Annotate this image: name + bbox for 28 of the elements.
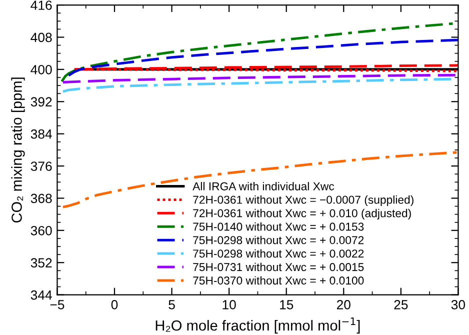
x-tick-label: 30	[451, 300, 466, 310]
legend-label: All IRGA with individual Xwc	[192, 182, 334, 190]
legend-label: 75H-0298 without Xwc = + 0.0022	[193, 249, 364, 258]
y-tick-label: 376	[30, 162, 52, 171]
x-tick-label: 25	[394, 300, 408, 310]
y-tick-label: 352	[30, 258, 52, 268]
y-tick-label: 384	[30, 129, 52, 139]
legend-label: 72H-0361 without Xwc = −0.0007 (supplied)	[193, 195, 414, 206]
x-tick-label: 15	[280, 300, 294, 310]
y-tick-label: 344	[30, 290, 52, 300]
y-tick-label: 360	[30, 226, 52, 236]
legend-label: 75H-0370 without Xwc = + 0.0100	[193, 276, 364, 285]
x-tick-label: 20	[336, 300, 350, 310]
x-axis-title: H₂O mole fraction [mmol mol$^{−1}$]	[156, 318, 360, 334]
legend-label: 75H-0140 without Xwc = + 0.0153	[193, 222, 364, 231]
x-tick-label: 0	[111, 300, 118, 310]
legend-label: 72H-0361 without Xwc = + 0.010 (adjusted)	[193, 208, 411, 220]
legend-label: 75H-0298 without Xwc = + 0.0072	[193, 236, 364, 244]
y-axis-title: CO₂ mixing ratio [ppm]	[11, 78, 25, 223]
y-tick-label: 408	[30, 32, 52, 42]
x-tick-label: 10	[222, 300, 236, 310]
legend-label: 75H-0731 without Xwc = + 0.0015	[193, 262, 364, 272]
y-tick-label: 416	[30, 0, 52, 10]
y-tick-label: 400	[30, 64, 52, 74]
x-tick-label: 5	[168, 300, 175, 310]
y-tick-label: 368	[30, 194, 52, 204]
x-tick-label: −5	[50, 300, 64, 310]
y-tick-label: 392	[30, 97, 52, 107]
